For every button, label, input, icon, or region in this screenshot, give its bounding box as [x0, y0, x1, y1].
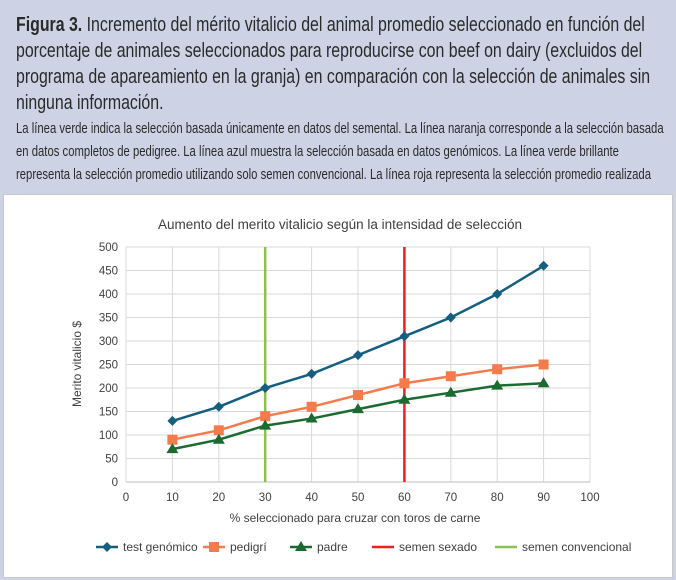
- caption-title: Figura 3. Incremento del mérito vitalici…: [16, 12, 664, 116]
- legend-label: test genómico: [123, 540, 198, 554]
- x-tick-label: 40: [305, 492, 318, 504]
- y-tick-label: 400: [99, 289, 118, 301]
- data-point: [491, 379, 504, 390]
- y-tick-label: 500: [99, 242, 118, 254]
- chart-title: Aumento del merito vitalicio según la in…: [158, 217, 522, 232]
- data-point: [492, 364, 503, 375]
- chart-panel: [3, 194, 673, 578]
- x-tick-label: 30: [259, 492, 272, 504]
- y-tick-label: 200: [99, 383, 118, 395]
- x-tick-label: 80: [491, 492, 504, 504]
- legend-marker: [102, 542, 112, 552]
- data-point: [212, 433, 225, 444]
- figure-label: Figura 3.: [16, 13, 83, 36]
- legend-label: semen convencional: [522, 540, 631, 554]
- x-tick-label: 60: [398, 492, 411, 504]
- data-point: [306, 368, 317, 379]
- y-tick-label: 150: [99, 407, 118, 419]
- x-tick-label: 50: [352, 492, 365, 504]
- y-tick-label: 0: [112, 477, 118, 489]
- y-tick-label: 450: [99, 266, 118, 278]
- x-tick-label: 10: [166, 492, 179, 504]
- data-point: [444, 386, 457, 397]
- data-point: [260, 411, 271, 422]
- data-point: [398, 393, 411, 404]
- data-point: [306, 401, 317, 412]
- data-point: [166, 443, 179, 454]
- data-point: [213, 401, 224, 412]
- y-tick-label: 300: [99, 336, 118, 348]
- y-axis-label: Merito vitalicio $: [70, 321, 84, 407]
- x-tick-label: 20: [212, 492, 225, 504]
- data-point: [259, 419, 272, 430]
- x-tick-label: 70: [444, 492, 457, 504]
- y-tick-label: 100: [99, 430, 118, 442]
- x-axis-label: % seleccionado para cruzar con toros de …: [230, 511, 481, 525]
- x-tick-label: 0: [123, 492, 129, 504]
- data-point: [352, 403, 364, 414]
- y-tick-label: 50: [105, 454, 118, 466]
- data-point: [537, 377, 550, 388]
- data-point: [353, 350, 363, 361]
- data-point: [167, 415, 178, 426]
- data-point: [399, 378, 410, 389]
- legend-marker: [295, 541, 307, 551]
- legend-label: pedigrí: [230, 540, 267, 554]
- data-point: [305, 412, 318, 423]
- data-point: [538, 359, 549, 370]
- y-tick-label: 250: [99, 360, 118, 372]
- caption-title-text: Incremento del mérito vitalicio del anim…: [16, 13, 651, 114]
- data-point: [260, 383, 271, 393]
- legend-label: semen sexado: [399, 540, 477, 554]
- legend-label: padre: [317, 540, 348, 554]
- data-point: [167, 434, 178, 445]
- y-tick-label: 350: [99, 313, 118, 325]
- data-point: [492, 289, 503, 299]
- legend-marker: [209, 542, 219, 552]
- data-point: [353, 390, 363, 401]
- data-point: [445, 312, 456, 323]
- data-point: [445, 371, 456, 382]
- data-point: [399, 331, 410, 342]
- data-point: [538, 260, 549, 271]
- x-tick-label: 100: [580, 492, 599, 504]
- x-tick-label: 90: [537, 492, 550, 504]
- data-point: [213, 425, 224, 436]
